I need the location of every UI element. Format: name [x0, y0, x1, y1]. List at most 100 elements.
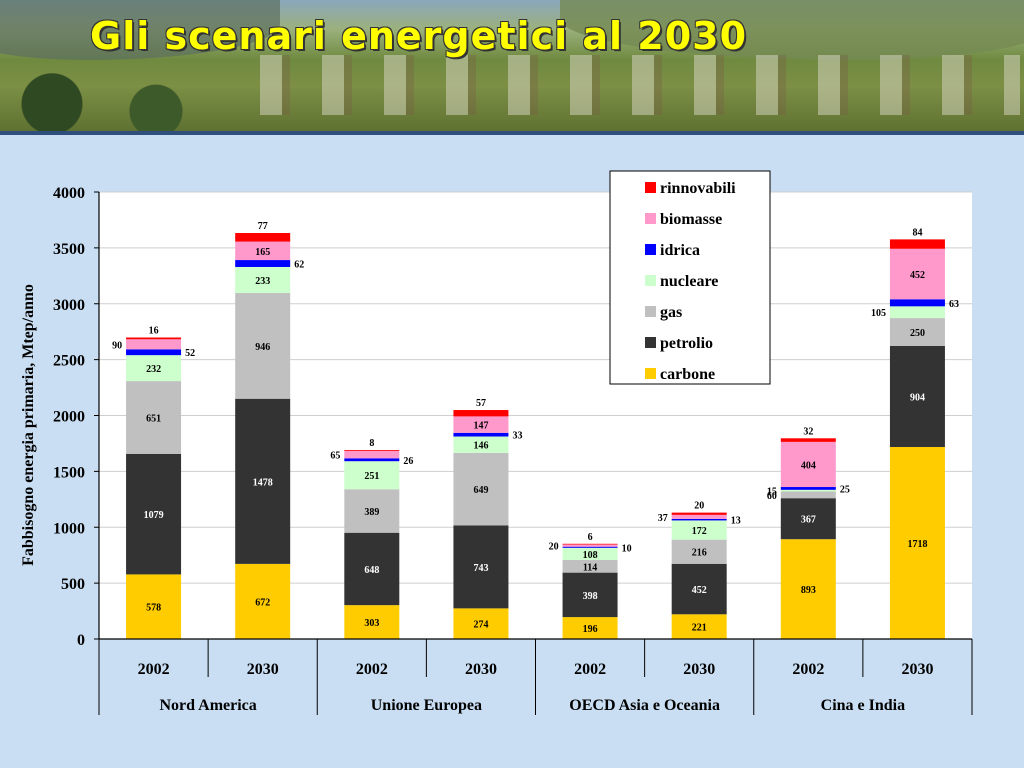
x-tick-label: 2002 — [574, 661, 606, 678]
bar-segment-carbone — [344, 605, 400, 639]
bar-segment-rinnovabili — [453, 410, 509, 417]
y-tick-label: 2000 — [53, 409, 85, 426]
data-label: 251 — [364, 471, 379, 482]
bar-segment-gas — [562, 559, 618, 573]
bar-segment-idrica — [671, 518, 727, 521]
data-label: 77 — [258, 221, 268, 232]
bar-segment-petrolio — [344, 532, 400, 606]
bar-segment-biomasse — [344, 451, 400, 459]
bar-segment-nucleare — [344, 461, 400, 490]
data-label: 1718 — [907, 539, 927, 550]
data-label: 65 — [330, 451, 340, 462]
slide-title: Gli scenari energetici al 2030 — [90, 14, 748, 58]
bar-segment-rinnovabili — [235, 233, 291, 242]
bar-segment-nucleare — [235, 266, 291, 294]
data-label: 25 — [840, 484, 850, 495]
legend-label: gas — [660, 304, 682, 321]
bar-segment-biomasse — [126, 339, 182, 350]
data-label: 743 — [473, 563, 488, 574]
data-label: 196 — [583, 624, 598, 635]
bar-segment-rinnovabili — [889, 239, 945, 249]
bar-segment-carbone — [126, 574, 182, 639]
y-tick-label: 3500 — [53, 241, 85, 258]
bar-segment-biomasse — [235, 241, 291, 261]
bar-segment-biomasse — [562, 544, 618, 547]
bar-segment-biomasse — [889, 248, 945, 300]
data-label: 62 — [294, 260, 304, 271]
bar-segment-petrolio — [562, 572, 618, 618]
legend: rinnovabili biomasse idrica nucleare gas petr… — [609, 170, 771, 385]
bar-segment-petrolio — [889, 345, 945, 448]
legend-swatch — [645, 182, 656, 193]
x-tick-label: 2030 — [247, 661, 279, 678]
bars: 5781079651232529016672147894623316562773… — [112, 221, 959, 639]
data-label: 63 — [949, 299, 959, 310]
bar-segment-carbone — [235, 563, 291, 639]
data-label: 232 — [146, 364, 161, 375]
data-label: 52 — [185, 348, 195, 359]
data-label: 904 — [910, 393, 925, 404]
bar-segment-idrica — [344, 458, 400, 462]
bar-segment-biomasse — [671, 514, 727, 519]
data-label: 250 — [910, 328, 925, 339]
data-label: 37 — [658, 513, 668, 524]
bar-segment-gas — [889, 318, 945, 346]
bar-segment-petrolio — [671, 563, 727, 615]
data-label: 8 — [369, 438, 374, 449]
bar-segment-nucleare — [126, 355, 182, 382]
bar-segment-rinnovabili — [126, 337, 182, 340]
data-label: 648 — [364, 565, 379, 576]
data-label: 1478 — [253, 477, 273, 488]
bar-segment-idrica — [453, 432, 509, 437]
data-label: 651 — [146, 413, 161, 424]
x-tick-label: 2030 — [901, 661, 933, 678]
data-label: 398 — [583, 591, 598, 602]
data-label: 404 — [801, 460, 816, 471]
x-tick-label: 2002 — [792, 661, 824, 678]
y-tick-label: 1500 — [53, 464, 85, 481]
data-label: 33 — [512, 431, 522, 442]
y-tick-label: 500 — [61, 576, 85, 593]
data-label: 578 — [146, 603, 161, 614]
bar-segment-rinnovabili — [671, 512, 727, 515]
bar-segment-carbone — [889, 447, 945, 639]
data-label: 15 — [767, 487, 777, 498]
data-label: 233 — [255, 276, 270, 287]
bar-segment-rinnovabili — [344, 450, 400, 452]
data-label: 32 — [803, 426, 813, 437]
data-label: 893 — [801, 585, 816, 596]
data-label: 108 — [583, 550, 598, 561]
x-tick-label: 2030 — [465, 661, 497, 678]
legend-swatch — [645, 275, 656, 286]
legend-swatch — [645, 306, 656, 317]
data-label: 26 — [403, 456, 413, 467]
data-label: 10 — [622, 543, 632, 554]
data-label: 84 — [912, 227, 922, 238]
y-tick-label: 1000 — [53, 520, 85, 537]
bar-segment-idrica — [889, 299, 945, 307]
bar-segment-carbone — [780, 539, 836, 639]
bar-segment-gas — [671, 539, 727, 564]
data-label: 20 — [694, 501, 704, 512]
data-label: 274 — [473, 620, 488, 631]
bar-segment-nucleare — [889, 306, 945, 319]
x-tick-label: 2030 — [683, 661, 715, 678]
data-label: 146 — [473, 441, 488, 452]
bar-segment-gas — [344, 489, 400, 533]
data-label: 20 — [549, 542, 559, 553]
x-tick-label: 2002 — [356, 661, 388, 678]
bar-segment-gas — [780, 491, 836, 499]
legend-swatch — [645, 368, 656, 379]
bar-segment-biomasse — [780, 441, 836, 488]
bar-segment-rinnovabili — [562, 543, 618, 545]
data-label: 672 — [255, 597, 270, 608]
bar-segment-biomasse — [453, 416, 509, 433]
data-label: 452 — [692, 585, 707, 596]
legend-label: carbone — [660, 366, 715, 383]
header-photo-banner: Gli scenari energetici al 2030 — [0, 0, 1024, 133]
bar-segment-idrica — [126, 349, 182, 356]
bar-segment-carbone — [453, 608, 509, 639]
legend-label: idrica — [660, 242, 700, 259]
legend-label: nucleare — [660, 273, 718, 290]
